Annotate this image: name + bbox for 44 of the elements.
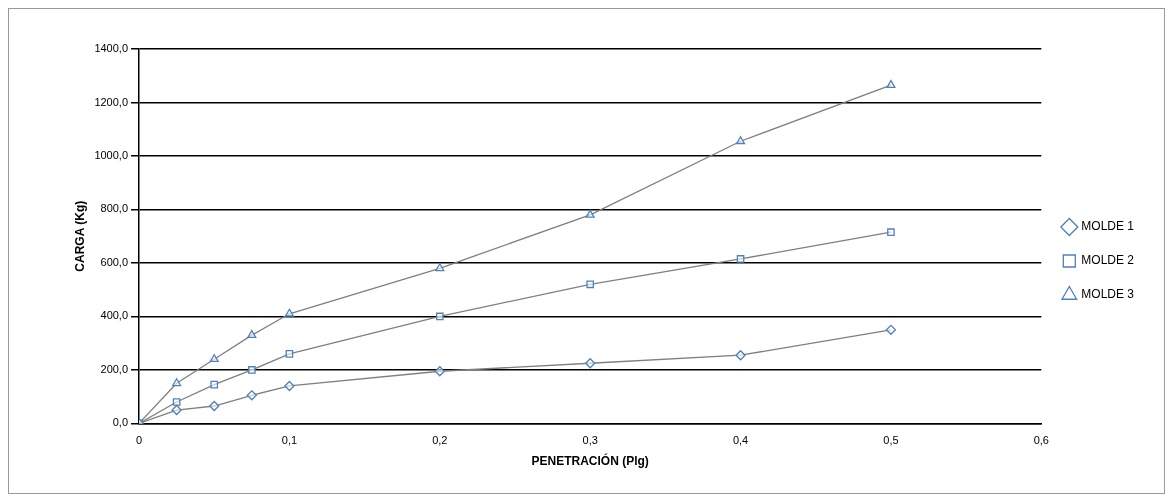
point	[246, 390, 257, 401]
y-tick-label: 1400,0	[94, 42, 129, 55]
x-axis-title: PENETRACIÓN (Plg)	[531, 453, 649, 469]
point	[736, 136, 746, 145]
point	[247, 330, 257, 339]
y-tick-label: 400,0	[100, 309, 129, 322]
x-tick-label: 0,4	[732, 434, 749, 447]
y-tick-label: 200,0	[100, 362, 129, 375]
x-tick-label: 0,3	[582, 434, 598, 447]
point	[885, 324, 897, 335]
point	[284, 380, 295, 392]
point	[886, 79, 896, 88]
point	[586, 280, 595, 289]
point	[887, 228, 895, 237]
x-tick-label: 0,5	[883, 434, 899, 447]
point	[435, 263, 445, 272]
y-axis-title: CARGA (Kg)	[72, 200, 87, 272]
point	[284, 308, 294, 317]
legend-label: MOLDE 1	[1081, 219, 1135, 234]
point	[171, 404, 182, 416]
point	[172, 378, 182, 387]
x-tick-label: 0	[135, 434, 143, 447]
point	[435, 312, 444, 321]
x-tick-label: 0,2	[432, 434, 448, 447]
point	[172, 398, 181, 406]
x-tick-label: 0,1	[281, 434, 298, 447]
point	[285, 350, 294, 358]
point	[210, 380, 219, 389]
y-tick-label: 1200,0	[94, 95, 129, 108]
y-tick-label: 0,0	[112, 416, 129, 429]
y-tick-label: 1000,0	[94, 149, 129, 161]
point	[209, 400, 220, 412]
point	[585, 358, 596, 369]
point	[736, 255, 745, 263]
point	[209, 354, 219, 363]
y-tick-label: 800,0	[100, 202, 129, 215]
legend-label: MOLDE 2	[1081, 253, 1135, 268]
legend-label: MOLDE 3	[1081, 287, 1135, 302]
x-tick-label: 0,6	[1033, 434, 1049, 447]
point	[585, 209, 595, 218]
point	[248, 366, 256, 374]
point	[434, 366, 445, 377]
y-tick-label: 600,0	[100, 255, 129, 268]
point	[735, 350, 746, 361]
